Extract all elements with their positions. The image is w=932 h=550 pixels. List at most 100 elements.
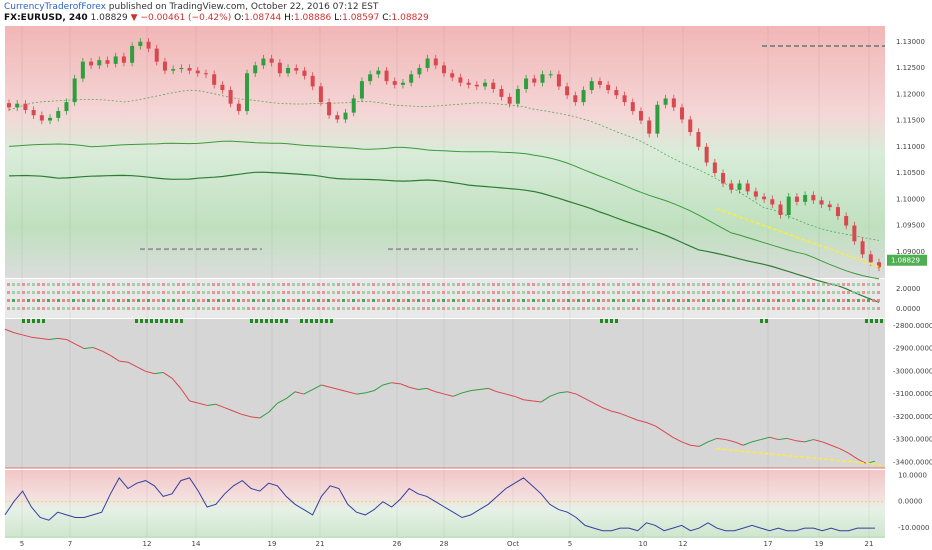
signal-mark [207, 307, 210, 310]
signal-mark [462, 291, 465, 294]
price-tick-label: 1.11000 [896, 143, 925, 151]
oscillator-1-segment [154, 371, 164, 375]
oscillator-1-segment [628, 416, 638, 421]
signal-mark [272, 291, 275, 294]
signal-mark [642, 291, 645, 294]
signal-mark [42, 283, 45, 286]
signal-mark [582, 307, 585, 310]
signal-mark [77, 291, 80, 294]
signal-mark [447, 291, 450, 294]
signal-mark [437, 291, 440, 294]
signal-mark [657, 291, 660, 294]
oscillator-1-segment [681, 441, 691, 446]
oscillator-1-tick-label: -3400.0000 [893, 458, 932, 466]
signal-mark [642, 283, 645, 286]
signal-mark [647, 291, 650, 294]
signal-mark [822, 299, 825, 302]
oscillator-1-segment [189, 400, 199, 404]
signal-mark [877, 299, 880, 302]
candle-body [729, 183, 734, 190]
signal-mark [132, 291, 135, 294]
candle-body [89, 61, 94, 66]
signal-mark [727, 283, 730, 286]
signal-mark [577, 307, 580, 310]
time-tick-label: 26 [393, 540, 402, 548]
oscillator-1-segment [769, 436, 779, 441]
oscillator-1-panel[interactable] [4, 328, 882, 466]
open-value: 1.08744 [244, 13, 282, 23]
signal-mark [397, 299, 400, 302]
candle-body [56, 111, 61, 118]
signal-mark [267, 291, 270, 294]
signal-mark [147, 299, 150, 302]
signal-mark [7, 299, 10, 302]
signal-mark [422, 283, 425, 286]
signal-mark [102, 283, 105, 286]
signal-mark [22, 299, 25, 302]
candle-body [614, 90, 619, 96]
oscillator-2-panel[interactable] [4, 477, 885, 532]
signal-mark [612, 283, 615, 286]
signal-mark [52, 291, 55, 294]
signal-mark [255, 319, 258, 323]
signal-mark [300, 319, 303, 323]
signal-mark [757, 299, 760, 302]
signal-mark [362, 291, 365, 294]
signal-mark [862, 299, 865, 302]
signal-mark [202, 307, 205, 310]
candle-body [351, 98, 356, 113]
signal-mark [162, 307, 165, 310]
price-axis[interactable]: 1.13000 1.12500 1.12000 1.11500 1.11000 1.105… [887, 38, 932, 532]
price-tick-label: 1.10500 [896, 169, 925, 177]
signal-mark [317, 299, 320, 302]
signal-mark [367, 299, 370, 302]
candle-body [573, 95, 578, 103]
signal-mark [377, 307, 380, 310]
signal-mark [712, 307, 715, 310]
signal-mark [262, 291, 265, 294]
signal-mark [607, 299, 610, 302]
oscillator-1-segment [75, 343, 85, 350]
signal-mark [112, 283, 115, 286]
signal-mark [282, 291, 285, 294]
signal-mark [602, 307, 605, 310]
oscillator-1-segment [584, 398, 595, 404]
candle-body [786, 196, 791, 215]
signal-mark [352, 299, 355, 302]
candle-body [245, 73, 250, 112]
signal-mark [802, 307, 805, 310]
candle-body [655, 104, 660, 134]
signal-mark [117, 283, 120, 286]
symbol-label[interactable]: FX:EURUSD, 240 [4, 13, 88, 23]
time-axis[interactable]: 5 7 12 14 19 21 26 28 Oct 5 10 12 17 19 21 [20, 540, 874, 548]
signal-mark [247, 291, 250, 294]
signal-mark [357, 299, 360, 302]
signal-mark [407, 283, 410, 286]
signal-mark [297, 307, 300, 310]
signal-mark [282, 307, 285, 310]
oscillator-1-segment [382, 382, 392, 386]
signal-mark [92, 307, 95, 310]
signal-mark [467, 307, 470, 310]
signal-mark [592, 307, 595, 310]
signal-mark [607, 307, 610, 310]
candle-body [450, 73, 455, 78]
oscillator-1-segment [575, 393, 586, 400]
oscillator-1-segment [4, 328, 14, 334]
last-price-tag-label: 1.08829 [891, 257, 920, 265]
candle-body [794, 196, 799, 202]
signal-mark [617, 283, 620, 286]
signal-tick-label: 0.0000 [896, 305, 921, 313]
time-tick-label: 5 [20, 540, 24, 548]
signal-mark [607, 291, 610, 294]
author-link[interactable]: CurrencyTraderofForex [4, 2, 106, 12]
signal-mark [142, 291, 145, 294]
signal-mark [767, 299, 770, 302]
price-panel[interactable] [7, 38, 885, 303]
signal-mark [112, 299, 115, 302]
signal-mark [142, 307, 145, 310]
signal-mark [452, 291, 455, 294]
signal-mark [167, 299, 170, 302]
signal-mark [872, 291, 875, 294]
